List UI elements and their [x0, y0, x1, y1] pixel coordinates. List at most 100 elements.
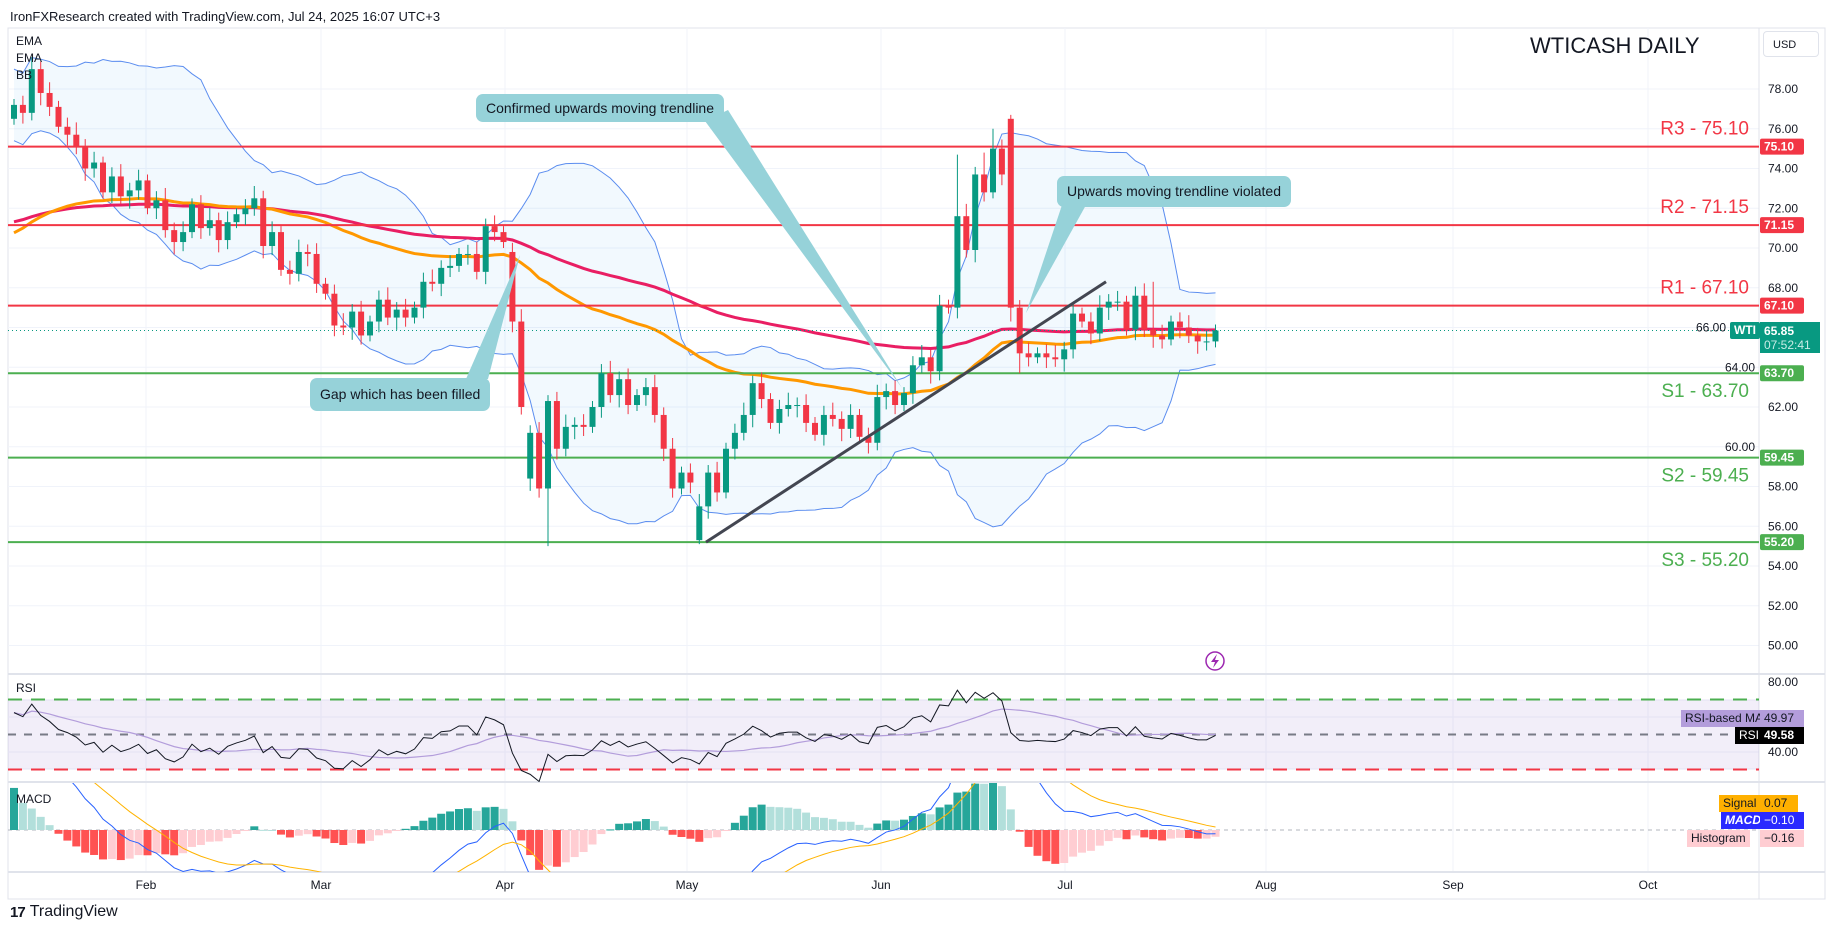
currency-button[interactable]: USD	[1763, 31, 1819, 57]
candle[interactable]	[927, 349, 934, 384]
candle[interactable]	[242, 199, 249, 225]
candle[interactable]	[304, 244, 311, 267]
tradingview-logo[interactable]: 17 TradingView	[10, 903, 118, 921]
candle[interactable]	[429, 269, 436, 292]
candle[interactable]	[233, 208, 240, 229]
candle[interactable]	[545, 395, 551, 547]
candle[interactable]	[776, 399, 783, 434]
candle[interactable]	[687, 463, 694, 494]
candle[interactable]	[820, 405, 827, 446]
candle[interactable]	[856, 408, 863, 443]
candle[interactable]	[1185, 315, 1192, 344]
candle[interactable]	[660, 407, 667, 462]
candle[interactable]	[215, 212, 222, 253]
candle[interactable]	[313, 243, 320, 293]
candle[interactable]	[260, 190, 267, 259]
candle[interactable]	[1025, 342, 1032, 367]
candle[interactable]	[838, 411, 845, 442]
candle[interactable]	[785, 392, 792, 417]
candle[interactable]	[411, 301, 418, 324]
candle[interactable]	[1194, 327, 1201, 354]
candle[interactable]	[1070, 302, 1077, 359]
candle[interactable]	[794, 397, 801, 418]
candle[interactable]	[278, 226, 284, 276]
macd-pane-title[interactable]: MACD	[16, 792, 52, 806]
candle[interactable]	[731, 423, 738, 460]
lightning-icon[interactable]	[1205, 651, 1225, 671]
candle[interactable]	[598, 364, 605, 418]
candle[interactable]	[1141, 283, 1148, 338]
candle[interactable]	[206, 207, 213, 236]
candle[interactable]	[117, 164, 124, 204]
candle[interactable]	[918, 344, 925, 373]
candle[interactable]	[945, 299, 952, 314]
candle[interactable]	[883, 383, 890, 410]
candle[interactable]	[1052, 344, 1059, 367]
candle[interactable]	[909, 356, 916, 404]
candle[interactable]	[295, 239, 302, 282]
candle[interactable]	[1159, 324, 1166, 349]
candle[interactable]	[669, 438, 676, 498]
candle[interactable]	[723, 442, 729, 499]
candle[interactable]	[197, 195, 204, 239]
candle[interactable]	[1105, 294, 1112, 320]
candle[interactable]	[553, 391, 560, 460]
candle[interactable]	[847, 404, 854, 439]
candle[interactable]	[1034, 347, 1041, 364]
candle[interactable]	[705, 465, 712, 519]
candle[interactable]	[625, 368, 632, 415]
annotation-confirmed-trendline[interactable]: Confirmed upwards moving trendline	[476, 94, 724, 122]
candle[interactable]	[589, 401, 596, 433]
candle[interactable]	[500, 226, 507, 248]
candle[interactable]	[936, 294, 943, 381]
candle[interactable]	[91, 151, 98, 178]
candle[interactable]	[464, 244, 471, 265]
candle[interactable]	[1168, 315, 1174, 346]
candle[interactable]	[224, 211, 231, 250]
candle[interactable]	[509, 242, 516, 333]
candle[interactable]	[367, 315, 373, 342]
candle[interactable]	[963, 203, 970, 258]
candle[interactable]	[384, 287, 391, 326]
candle[interactable]	[11, 98, 17, 125]
candle[interactable]	[1132, 286, 1139, 341]
candle[interactable]	[1176, 312, 1183, 339]
candle[interactable]	[696, 494, 703, 545]
candle[interactable]	[180, 221, 187, 252]
legend-bollinger-bands[interactable]: BB	[16, 68, 33, 82]
candle[interactable]	[580, 414, 587, 437]
candle[interactable]	[901, 387, 907, 411]
candle[interactable]	[812, 416, 818, 441]
candle[interactable]	[73, 122, 80, 155]
candle[interactable]	[562, 414, 569, 457]
candle[interactable]	[162, 187, 169, 238]
candle[interactable]	[1203, 330, 1210, 351]
candle[interactable]	[491, 215, 498, 242]
candle[interactable]	[286, 260, 293, 285]
legend-ema-slow[interactable]: EMA	[16, 51, 43, 65]
candle[interactable]	[651, 374, 658, 423]
candle[interactable]	[865, 427, 872, 454]
candle[interactable]	[634, 389, 640, 411]
candle[interactable]	[1114, 290, 1121, 311]
candle[interactable]	[874, 384, 881, 451]
candle[interactable]	[456, 248, 462, 272]
candle[interactable]	[998, 139, 1005, 186]
annotation-gap-filled[interactable]: Gap which has been filled	[310, 378, 491, 411]
candle[interactable]	[571, 417, 578, 440]
candle[interactable]	[46, 82, 53, 117]
candle[interactable]	[189, 198, 195, 239]
candle[interactable]	[331, 284, 338, 337]
candle[interactable]	[100, 156, 106, 199]
candle[interactable]	[340, 313, 347, 336]
candle[interactable]	[251, 185, 258, 216]
candle[interactable]	[393, 302, 400, 330]
candle[interactable]	[1150, 281, 1157, 348]
candle[interactable]	[642, 377, 649, 406]
main-pane[interactable]	[8, 57, 1759, 547]
candle[interactable]	[402, 298, 409, 327]
candle[interactable]	[349, 304, 356, 340]
candle[interactable]	[972, 166, 979, 263]
candle[interactable]	[616, 371, 623, 408]
